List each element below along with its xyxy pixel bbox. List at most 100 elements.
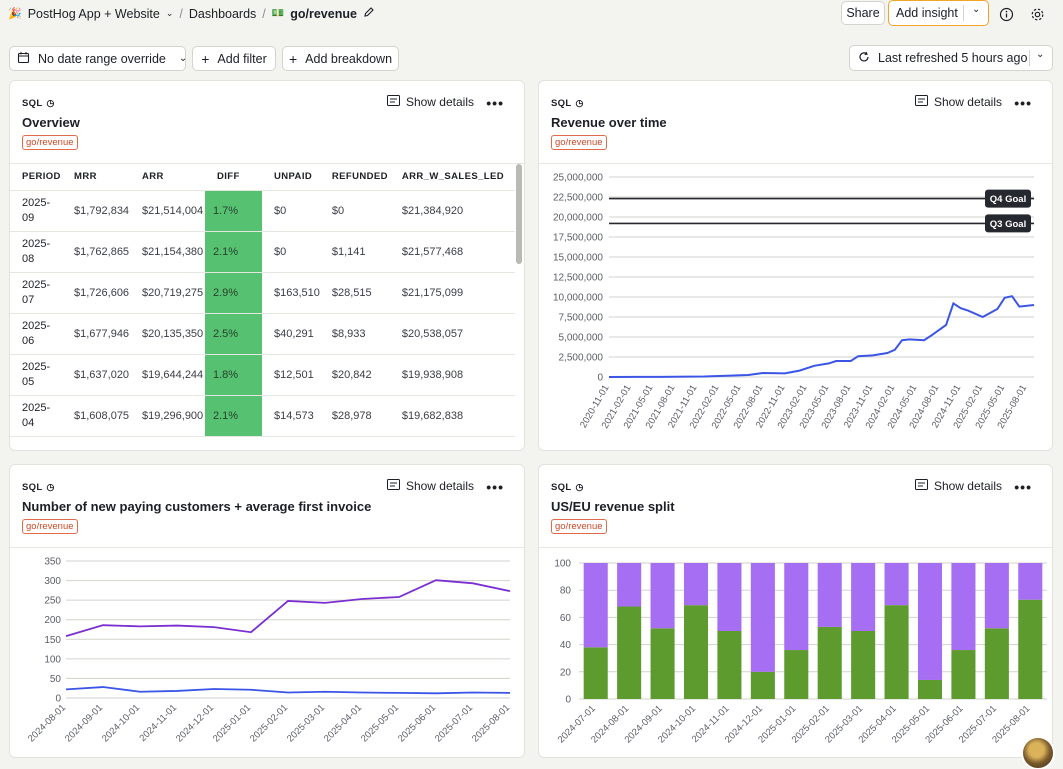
dashboard-tag[interactable]: go/revenue	[551, 519, 607, 534]
breadcrumb-dashboards[interactable]: Dashboards	[188, 6, 257, 21]
cell-arr: $19,296,900	[130, 395, 205, 437]
col-unpaid[interactable]: UNPAID	[262, 164, 320, 191]
avatar[interactable]	[1021, 736, 1055, 769]
add-insight-button[interactable]: Add insight ⌄	[888, 0, 989, 26]
show-details-button[interactable]: Show details	[386, 95, 474, 109]
more-options-icon[interactable]: •••	[1014, 479, 1032, 495]
card-title[interactable]: US/EU revenue split	[551, 499, 675, 514]
date-range-select[interactable]: No date range override ⌄	[9, 46, 187, 71]
chevron-down-icon[interactable]: ⌄	[1036, 49, 1045, 60]
dashboard-tag[interactable]: go/revenue	[22, 135, 78, 150]
y-tick-label: 2,500,000	[559, 353, 604, 364]
cell-refunded: $8,933	[319, 313, 390, 355]
x-tick-label: 2025-02-01	[248, 702, 290, 744]
bar-us	[617, 606, 642, 699]
add-breakdown-button[interactable]: + Add breakdown	[282, 46, 399, 71]
more-options-icon[interactable]: •••	[486, 95, 504, 111]
x-tick-label: 2025-03-01	[285, 702, 327, 744]
bar-eu	[617, 563, 642, 607]
clock-icon: ◷	[46, 482, 55, 492]
revenue-card: SQL ◷ Revenue over time go/revenue Show d…	[538, 80, 1053, 451]
col-diff[interactable]: DIFF	[205, 164, 262, 191]
cell-mrr: $1,762,865	[62, 231, 130, 273]
cell-arr	[130, 436, 205, 450]
col-arr-w-sales-led[interactable]: ARR_W_SALES_LED	[389, 164, 515, 191]
details-icon	[386, 95, 400, 109]
bar-us	[917, 679, 943, 699]
bar-us	[984, 628, 1009, 699]
dashboard-emoji-icon: 💵	[271, 8, 285, 19]
divider	[1029, 50, 1030, 66]
y-tick-label: 300	[44, 576, 61, 587]
dashboard-tag[interactable]: go/revenue	[551, 135, 607, 150]
clock-icon: ◷	[46, 98, 55, 108]
cell-unpaid: $14,573	[262, 395, 320, 437]
cell-arr: $20,135,350	[130, 313, 205, 355]
show-details-button[interactable]: Show details	[386, 479, 474, 493]
split-chart[interactable]: 0204060801002024-07-012024-08-012024-09-…	[539, 548, 1053, 758]
bar-us	[1018, 599, 1043, 699]
table-scrollbar[interactable]	[516, 164, 522, 264]
breadcrumb-dashboard: go/revenue	[290, 6, 357, 21]
col-arr[interactable]: ARR	[130, 164, 205, 191]
bar-eu	[717, 563, 742, 631]
x-tick-label: 2025-05-01	[359, 702, 401, 744]
refresh-button[interactable]: Last refreshed 5 hours ago ⌄	[849, 45, 1053, 71]
y-tick-label: 7,500,000	[559, 313, 604, 324]
col-period[interactable]: PERIOD	[10, 164, 62, 191]
col-mrr[interactable]: MRR	[62, 164, 130, 191]
card-title[interactable]: Overview	[22, 115, 80, 130]
cell-arr-w-sales-led: $20,538,057	[389, 313, 515, 355]
show-details-button[interactable]: Show details	[914, 479, 1002, 493]
bar-eu	[1018, 563, 1043, 600]
card-divider	[539, 163, 1052, 164]
customers-chart[interactable]: 0 50 100 150 200 250 300 350 2024-08-012024-09-0…	[10, 548, 525, 758]
add-filter-label: Add filter	[217, 51, 267, 66]
breadcrumb-project[interactable]: PostHog App + Website	[27, 6, 160, 21]
plus-icon: +	[288, 50, 298, 67]
cell-mrr: $1,637,020	[62, 354, 130, 396]
edit-pencil-icon[interactable]	[363, 6, 375, 21]
bar-eu	[650, 563, 675, 629]
x-tick-label: 2025-01-01	[211, 702, 253, 744]
series-line	[65, 686, 511, 695]
y-tick-label: 10,000,000	[553, 293, 603, 304]
table-row: 2025- 06 $1,677,946 $20,135,350 2.5% $40,291 $…	[10, 313, 515, 355]
y-tick-label: 15,000,000	[553, 253, 603, 264]
y-tick-label: 25,000,000	[553, 173, 603, 184]
split-card: SQL ◷ US/EU revenue split go/revenue Show…	[538, 464, 1053, 758]
info-icon[interactable]	[997, 5, 1015, 23]
cell-unpaid: $40,291	[262, 313, 320, 355]
gear-icon[interactable]	[1028, 5, 1046, 23]
more-options-icon[interactable]: •••	[486, 479, 504, 495]
chevron-down-icon[interactable]: ⌄	[972, 4, 981, 15]
cell-refunded: $20,842	[319, 354, 390, 396]
bar-us	[583, 647, 608, 699]
col-refunded[interactable]: REFUNDED	[319, 164, 390, 191]
cell-arr-w-sales-led: $19,682,838	[389, 395, 515, 437]
card-title[interactable]: Number of new paying customers + average…	[22, 499, 372, 514]
clock-icon: ◷	[575, 482, 584, 492]
show-details-label: Show details	[405, 479, 474, 493]
bar-us	[817, 626, 842, 699]
table-row: 2025- 07 $1,726,606 $20,719,275 2.9% $163,510…	[10, 272, 515, 314]
cell-arr: $19,644,244	[130, 354, 205, 396]
y-tick-label: 100	[44, 654, 61, 665]
show-details-button[interactable]: Show details	[914, 95, 1002, 109]
add-filter-button[interactable]: + Add filter	[192, 46, 276, 71]
bar-us	[851, 631, 876, 699]
x-tick-label: 2024-10-01	[100, 702, 142, 744]
card-title[interactable]: Revenue over time	[551, 115, 667, 130]
revenue-chart[interactable]: 0 2,500,000 5,000,000 7,500,000 10,000,000 12…	[539, 164, 1053, 451]
y-tick-label: 0	[597, 373, 603, 384]
cell-unpaid: $12,501	[262, 354, 320, 396]
chevron-down-icon[interactable]: ⌄	[165, 8, 174, 18]
y-tick-label: 22,500,000	[553, 193, 603, 204]
share-button[interactable]: Share	[841, 1, 885, 25]
details-icon	[914, 479, 928, 493]
dashboard-tag[interactable]: go/revenue	[22, 519, 78, 534]
cell-period: 2025-	[10, 436, 62, 450]
calendar-icon	[17, 51, 30, 67]
bar-eu	[884, 563, 909, 606]
more-options-icon[interactable]: •••	[1014, 95, 1032, 111]
